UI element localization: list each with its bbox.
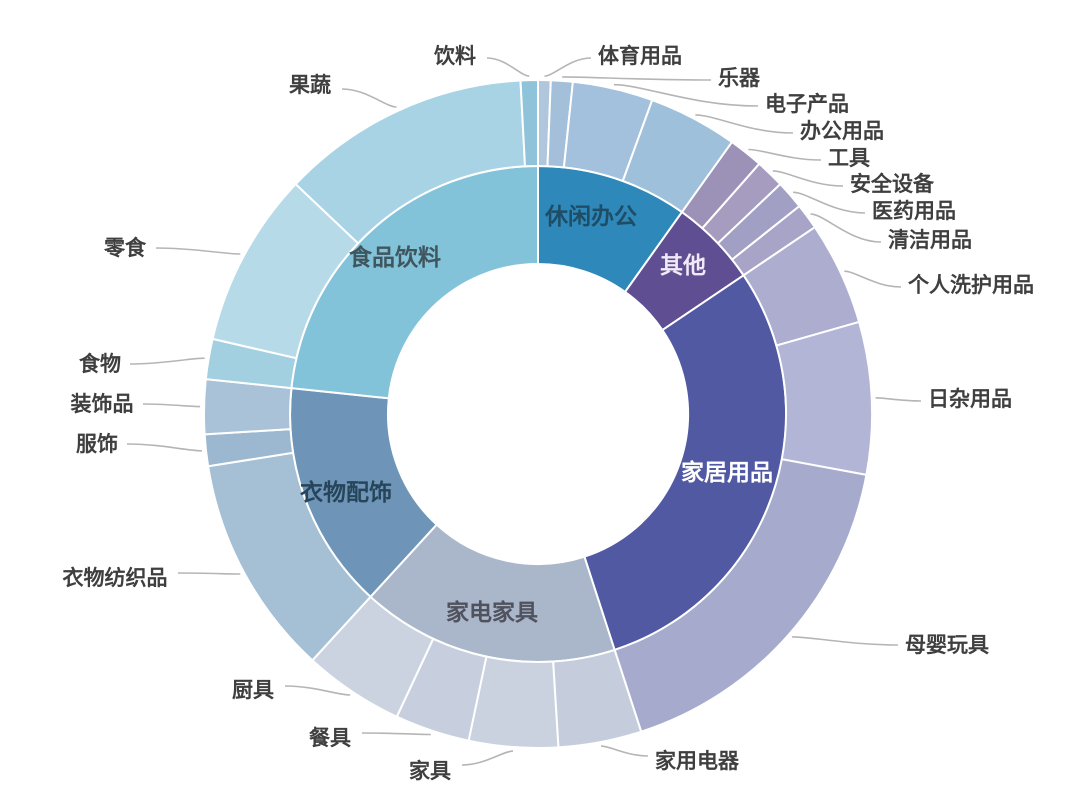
label-零食: 零食: [103, 236, 147, 260]
leader-line-办公用品: [695, 114, 794, 134]
label-个人洗护用品: 个人洗护用品: [908, 273, 1034, 297]
segment-日杂用品[interactable]: [775, 320, 873, 476]
leader-line-家用电器: [600, 745, 649, 757]
label-服饰: 服饰: [76, 432, 118, 456]
label-母婴玩具: 母婴玩具: [905, 634, 989, 657]
label-日杂用品: 日杂用品: [928, 387, 1012, 411]
leader-line-厨具: [284, 685, 351, 696]
leader-line-母婴玩具: [792, 636, 899, 646]
label-餐具: 餐具: [309, 726, 351, 750]
segment-饮料[interactable]: [519, 79, 539, 168]
leader-line-零食: [155, 247, 241, 255]
label-衣物纺织品: 衣物纺织品: [63, 566, 168, 590]
label-休闲办公: 休闲办公: [544, 203, 637, 229]
leader-line-服饰: [126, 443, 203, 452]
leader-line-日杂用品: [875, 397, 922, 402]
label-电子产品: 电子产品: [765, 92, 849, 116]
label-食物: 食物: [79, 352, 121, 376]
label-食品饮料: 食品饮料: [349, 244, 441, 270]
leader-line-乐器: [562, 76, 712, 81]
leader-line-饮料: [486, 57, 530, 77]
label-装饰品: 装饰品: [71, 392, 134, 416]
label-家用电器: 家用电器: [655, 749, 740, 773]
label-清洁用品: 清洁用品: [888, 228, 972, 252]
leader-line-衣物纺织品: [177, 572, 241, 575]
label-家电家具: 家电家具: [446, 599, 538, 625]
label-办公用品: 办公用品: [800, 120, 884, 143]
label-工具: 工具: [828, 147, 870, 170]
leader-line-家具: [461, 750, 514, 766]
label-医药用品: 医药用品: [872, 199, 956, 223]
label-衣物配饰: 衣物配饰: [300, 479, 392, 505]
leader-line-果蔬: [341, 88, 397, 108]
label-家具: 家具: [409, 759, 451, 783]
leader-line-食物: [129, 357, 205, 365]
leader-line-清洁用品: [810, 213, 882, 243]
leader-line-个人洗护用品: [844, 270, 902, 288]
leader-line-工具: [748, 148, 822, 161]
label-其他: 其他: [660, 252, 706, 278]
label-饮料: 饮料: [433, 44, 476, 68]
label-安全设备: 安全设备: [850, 172, 935, 196]
leader-line-医药用品: [793, 191, 866, 214]
leader-line-体育用品: [544, 57, 592, 77]
leader-line-装饰品: [142, 403, 201, 408]
leader-line-餐具: [361, 732, 431, 736]
label-厨具: 厨具: [232, 679, 274, 702]
label-果蔬: 果蔬: [289, 74, 331, 97]
label-家居用品: 家居用品: [681, 459, 773, 485]
leader-line-安全设备: [772, 170, 844, 187]
label-体育用品: 体育用品: [598, 44, 682, 68]
label-乐器: 乐器: [718, 67, 761, 90]
leader-line-电子产品: [613, 83, 759, 107]
